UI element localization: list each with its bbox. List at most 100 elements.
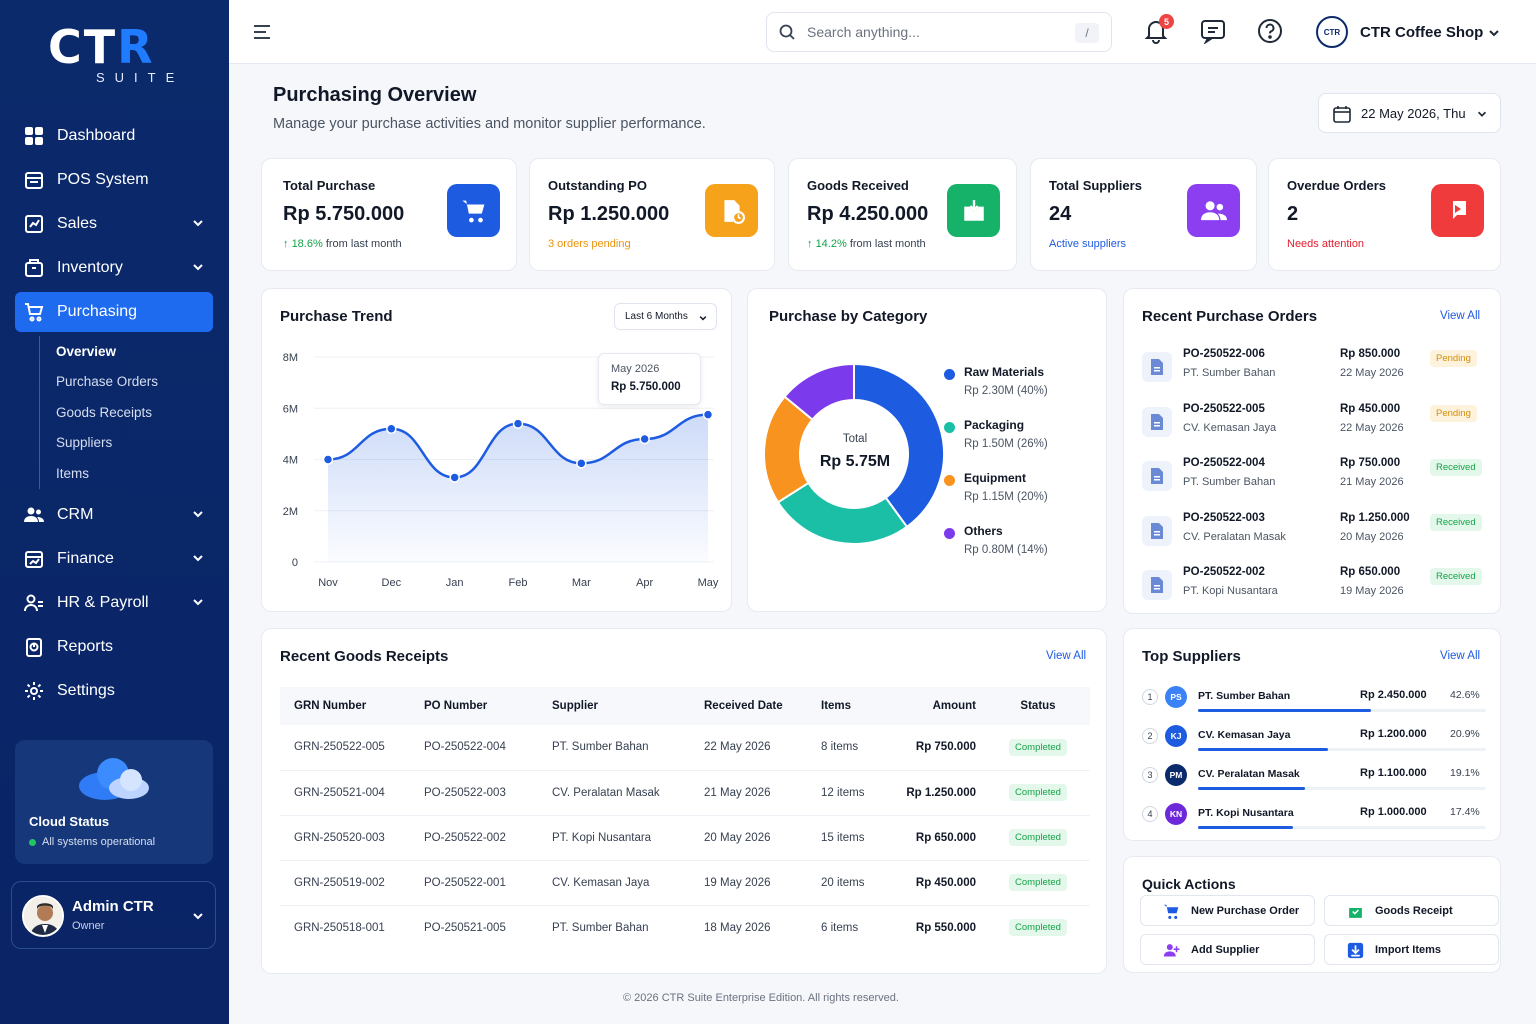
amount: Rp 550.000 <box>915 921 976 934</box>
supplier-avatar: PS <box>1165 686 1187 708</box>
sidebar-item-label: Dashboard <box>57 127 136 144</box>
table-row[interactable]: GRN-250519-002 PO-250522-001 CV. Kemasan… <box>280 860 1090 906</box>
po-supplier: CV. Kemasan Jaya <box>1183 422 1277 434</box>
sidebar-item-sales[interactable]: Sales <box>15 204 213 244</box>
po-row[interactable]: PO-250522-006 PT. Sumber Bahan Rp 850.00… <box>1142 348 1484 394</box>
po-amount: Rp 850.000 <box>1340 348 1401 360</box>
subnav-item-purchase-orders[interactable]: Purchase Orders <box>56 374 159 390</box>
supplier-share: 17.4% <box>1450 806 1480 818</box>
subnav-item-suppliers[interactable]: Suppliers <box>56 435 113 451</box>
supplier-rank: 1 <box>1142 689 1158 705</box>
x-tick-label: Nov <box>318 577 338 589</box>
po-number: PO-250522-006 <box>1183 348 1265 360</box>
help-icon[interactable] <box>1257 18 1283 44</box>
sidebar-item-dashboard[interactable]: Dashboard <box>15 116 213 156</box>
sidebar-item-finance[interactable]: Finance <box>15 539 213 579</box>
sidebar-item-hr-payroll[interactable]: HR & Payroll <box>15 583 213 623</box>
document-icon <box>1142 407 1172 437</box>
supplier-name: CV. Peralatan Masak <box>1198 768 1300 780</box>
brand-logo[interactable]: CTR SUITE <box>48 24 188 85</box>
message-icon[interactable] <box>1200 18 1226 44</box>
po-supplier: CV. Peralatan Masak <box>1183 531 1286 543</box>
donut-slice[interactable] <box>776 481 909 545</box>
recent-po-card: Recent Purchase Orders View All PO-25052… <box>1123 288 1501 614</box>
po-amount: Rp 450.000 <box>1340 403 1401 415</box>
y-tick-label: 4M <box>283 455 298 467</box>
cloud-status-text: All systems operational <box>29 836 155 848</box>
import-items-button[interactable]: Import Items <box>1324 934 1499 965</box>
supplier-row[interactable]: 2 KJ CV. Kemasan Jaya Rp 1.200.000 20.9% <box>1142 724 1486 760</box>
legend-value: Rp 1.15M (20%) <box>964 491 1048 503</box>
trend-chart: 0 2M 4M 6M 8M Nov Dec Jan Feb Mar Apr May <box>283 352 719 589</box>
po-row[interactable]: PO-250522-002 PT. Kopi Nusantara Rp 650.… <box>1142 566 1484 612</box>
table-row[interactable]: GRN-250521-004 PO-250522-003 CV. Peralat… <box>280 770 1090 816</box>
sidebar-item-crm[interactable]: CRM <box>15 495 213 535</box>
data-point <box>576 458 587 469</box>
chevron-down-icon[interactable] <box>1487 26 1501 40</box>
status-badge: Received <box>1430 568 1482 585</box>
po-row[interactable]: PO-250522-003 CV. Peralatan Masak Rp 1.2… <box>1142 512 1484 558</box>
calendar-icon <box>1333 106 1351 123</box>
menu-icon[interactable] <box>253 24 273 40</box>
subnav-item-goods-receipts[interactable]: Goods Receipts <box>56 404 153 420</box>
box-check-icon <box>947 184 1000 237</box>
donut-slice[interactable] <box>853 362 945 529</box>
view-all-link[interactable]: View All <box>1440 650 1481 662</box>
donut-slice[interactable] <box>783 362 855 421</box>
supplier-row[interactable]: 3 PM CV. Peralatan Masak Rp 1.100.000 19… <box>1142 763 1486 799</box>
po-date: 21 May 2026 <box>1340 476 1404 488</box>
legend-name: Others <box>964 524 1003 538</box>
kpi-value: Rp 4.250.000 <box>807 203 929 225</box>
table-row[interactable]: GRN-250518-001 PO-250521-005 PT. Sumber … <box>280 905 1090 950</box>
table-row[interactable]: GRN-250522-005 PO-250522-004 PT. Sumber … <box>280 725 1090 771</box>
supplier-row[interactable]: 1 PS PT. Sumber Bahan Rp 2.450.000 42.6% <box>1142 685 1486 721</box>
supplier-share-fill <box>1198 748 1328 751</box>
status-badge: Received <box>1430 459 1482 476</box>
subnav-item-items[interactable]: Items <box>56 465 90 481</box>
column-header: GRN Number <box>280 687 410 725</box>
purchasing-subnav: Overview Purchase Orders Goods Receipts … <box>39 336 213 489</box>
supplier-amount: Rp 1.100.000 <box>1360 767 1427 779</box>
shop-logo[interactable]: CTR <box>1316 16 1348 48</box>
sidebar-item-reports[interactable]: Reports <box>15 627 213 667</box>
subnav-item-overview[interactable]: Overview <box>56 343 117 359</box>
search-input[interactable]: Search anything... / <box>766 12 1112 52</box>
view-all-link[interactable]: View All <box>1046 650 1087 662</box>
shop-name[interactable]: CTR Coffee Shop <box>1360 24 1484 41</box>
user-profile[interactable]: Admin CTR Owner <box>11 881 216 949</box>
goods-receipt-button[interactable]: Goods Receipt <box>1324 895 1499 926</box>
view-all-link[interactable]: View All <box>1440 310 1481 322</box>
dashboard-icon <box>23 125 45 147</box>
po-row[interactable]: PO-250522-005 CV. Kemasan Jaya Rp 450.00… <box>1142 403 1484 449</box>
search-shortcut: / <box>1075 23 1099 43</box>
sidebar-item-inventory[interactable]: Inventory <box>15 248 213 288</box>
sidebar-item-label: CRM <box>57 505 94 523</box>
po-number: PO-250521-005 <box>424 921 506 934</box>
sidebar-item-pos-system[interactable]: POS System <box>15 160 213 200</box>
date-picker[interactable]: 22 May 2026, Thu <box>1318 93 1501 133</box>
add-supplier-button[interactable]: Add Supplier <box>1140 934 1315 965</box>
cart-icon <box>1163 904 1179 919</box>
legend-dot <box>944 475 955 486</box>
chevron-down-icon <box>193 220 203 227</box>
supplier-row[interactable]: 4 KN PT. Kopi Nusantara Rp 1.000.000 17.… <box>1142 802 1486 838</box>
donut-center-value: Rp 5.75M <box>819 453 891 470</box>
po-number: PO-250522-002 <box>410 815 538 861</box>
range-select[interactable]: Last 6 Months <box>614 303 717 330</box>
y-tick-label: 0 <box>292 557 298 569</box>
grn-number: GRN-250518-001 <box>294 921 385 934</box>
po-row[interactable]: PO-250522-004 PT. Sumber Bahan Rp 750.00… <box>1142 457 1484 503</box>
grn-number: GRN-250522-005 <box>280 725 410 771</box>
new-purchase-order-button[interactable]: New Purchase Order <box>1140 895 1315 926</box>
legend-value: Rp 2.30M (40%) <box>964 385 1048 397</box>
section-title: Purchase Trend <box>280 308 393 325</box>
supplier-share-fill <box>1198 787 1305 790</box>
sidebar-item-purchasing[interactable]: Purchasing <box>15 292 213 332</box>
po-number: PO-250522-002 <box>1183 566 1265 578</box>
amount: Rp 1.250.000 <box>881 770 986 816</box>
logo-text: CT <box>48 20 118 74</box>
section-title: Top Suppliers <box>1142 648 1241 665</box>
table-row[interactable]: GRN-250520-003 PO-250522-002 PT. Kopi Nu… <box>280 815 1090 861</box>
sidebar-item-settings[interactable]: Settings <box>15 671 213 711</box>
column-header: PO Number <box>410 687 538 725</box>
